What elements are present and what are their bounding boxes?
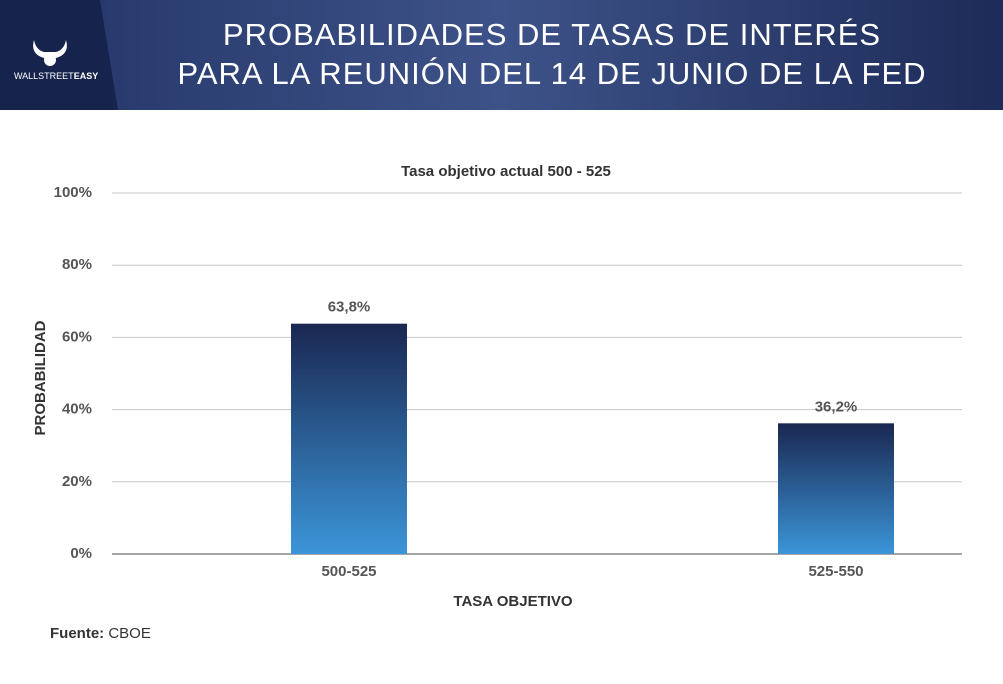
source-value: CBOE: [108, 625, 151, 642]
logo-text: WALLSTREETEASY: [14, 71, 98, 81]
y-tick-label: 100%: [54, 184, 92, 201]
header-title: PROBABILIDADES DE TASAS DE INTERÉS: [223, 17, 881, 52]
data-label: 36,2%: [815, 398, 858, 415]
bar: [291, 323, 407, 554]
x-axis-title: TASA OBJETIVO: [453, 593, 573, 610]
x-tick-label: 500-525: [321, 563, 376, 580]
y-tick-label: 40%: [62, 401, 92, 418]
header-title: PARA LA REUNIÓN DEL 14 DE JUNIO DE LA FE…: [177, 56, 926, 91]
data-label: 63,8%: [328, 299, 371, 316]
logo-word: EASY: [74, 71, 99, 81]
bar: [778, 423, 894, 554]
y-tick-label: 20%: [62, 473, 92, 490]
header-band: [0, 0, 1003, 110]
logo-icon: [44, 54, 56, 66]
source-label: Fuente:: [50, 625, 104, 642]
source: Fuente: CBOE: [50, 625, 151, 642]
logo-icon: [33, 40, 67, 58]
chart-title: Tasa objetivo actual 500 - 525: [401, 163, 611, 180]
y-tick-label: 0%: [70, 545, 92, 562]
y-axis-title: PROBABILIDAD: [32, 320, 49, 435]
y-tick-label: 60%: [62, 328, 92, 345]
logo-word: WALLSTREET: [14, 71, 74, 81]
x-tick-label: 525-550: [808, 563, 863, 580]
y-tick-label: 80%: [62, 256, 92, 273]
